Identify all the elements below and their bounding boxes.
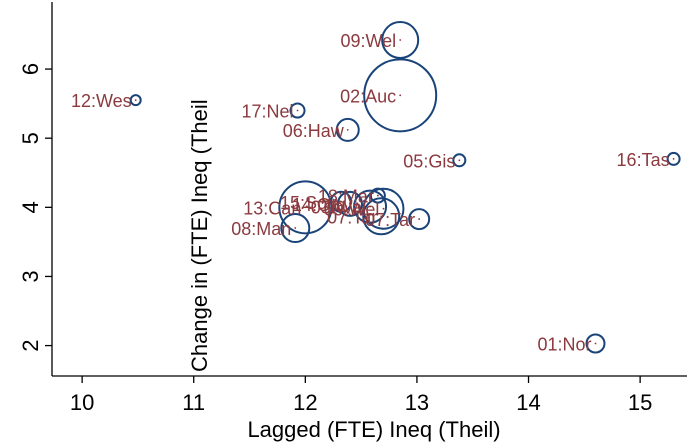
data-point-label: 08:Man — [231, 219, 291, 239]
data-point-label: 03:Wai — [311, 198, 366, 218]
x-axis-title: Lagged (FTE) Ineq (Theil) — [247, 417, 500, 442]
data-point-marker — [289, 102, 306, 119]
data-point-center — [594, 342, 597, 345]
data-point-center — [346, 128, 349, 131]
data-point-label: 18:Mar — [318, 187, 374, 207]
data-point-label: 01:Nor — [537, 335, 591, 355]
data-point-center — [399, 94, 402, 97]
data-point-marker — [408, 208, 431, 231]
data-point-marker — [381, 21, 420, 60]
y-tick-label: 5 — [18, 132, 43, 144]
data-point-label: 06:Haw — [283, 121, 345, 141]
data-point-label: 16:Tas — [617, 150, 670, 170]
data-point-marker — [335, 117, 360, 142]
data-point-center — [134, 99, 137, 102]
data-point-center — [369, 205, 371, 208]
data-point-center — [340, 200, 342, 203]
data-point-marker — [666, 151, 681, 166]
data-point-marker — [362, 187, 405, 230]
data-point-center — [672, 158, 675, 160]
data-point-center — [418, 218, 421, 220]
data-point-center — [399, 39, 402, 41]
data-point-center — [296, 109, 299, 112]
x-tick-label: 15 — [628, 390, 652, 415]
data-point-label: 14:Ota — [292, 195, 347, 215]
data-point-marker — [362, 197, 401, 236]
data-point-label: 12:Wes — [71, 91, 132, 111]
data-point-label: 05:Gis — [403, 151, 455, 171]
x-tick-label: 12 — [293, 390, 317, 415]
data-point-label: 02:Auc — [340, 86, 396, 106]
data-point-marker — [330, 190, 353, 213]
x-tick-label: 13 — [405, 390, 429, 415]
x-tick-label: 11 — [182, 390, 205, 415]
data-point-marker — [353, 189, 388, 224]
marks-layer — [129, 21, 681, 354]
y-tick-label: 3 — [18, 270, 43, 282]
x-tick-label: 10 — [70, 390, 94, 415]
data-point-center — [294, 227, 297, 229]
y-tick-label: 2 — [18, 339, 43, 351]
data-point-center — [376, 194, 379, 197]
data-point-marker — [336, 190, 363, 217]
data-point-marker — [280, 213, 311, 244]
data-point-marker — [363, 58, 438, 133]
data-point-label: 17:Nel — [241, 102, 293, 122]
data-point-label: 09:Wel — [324, 200, 380, 220]
data-point-label: 07:Tar — [365, 210, 415, 230]
data-point-label: 09:Wel — [340, 31, 396, 51]
y-axis-title: Change in (FTE) Ineq (Theil — [187, 99, 212, 372]
data-point-label: 13:Can — [243, 198, 301, 218]
data-point-center — [382, 207, 385, 210]
point-labels-layer: 01:Nor 02:Auc 03:Wai 05:Gis 06:Haw 07:Tar 08:M… — [71, 31, 670, 354]
data-point-center — [458, 159, 461, 162]
y-tick-label: 6 — [18, 63, 43, 75]
data-point-marker — [278, 180, 333, 235]
data-point-label: 15:Sou — [280, 193, 337, 213]
data-point-marker — [452, 153, 467, 168]
axes-layer: 10 11 12 13 14 15 2 3 4 5 6 — [18, 2, 687, 415]
data-point-marker — [369, 187, 386, 204]
data-point-marker — [585, 333, 606, 354]
x-tick-label: 14 — [516, 390, 540, 415]
data-point-marker — [129, 94, 142, 107]
y-tick-label: 4 — [18, 201, 43, 213]
data-point-label: 07:Tar — [327, 207, 377, 227]
data-point-center — [304, 206, 307, 209]
